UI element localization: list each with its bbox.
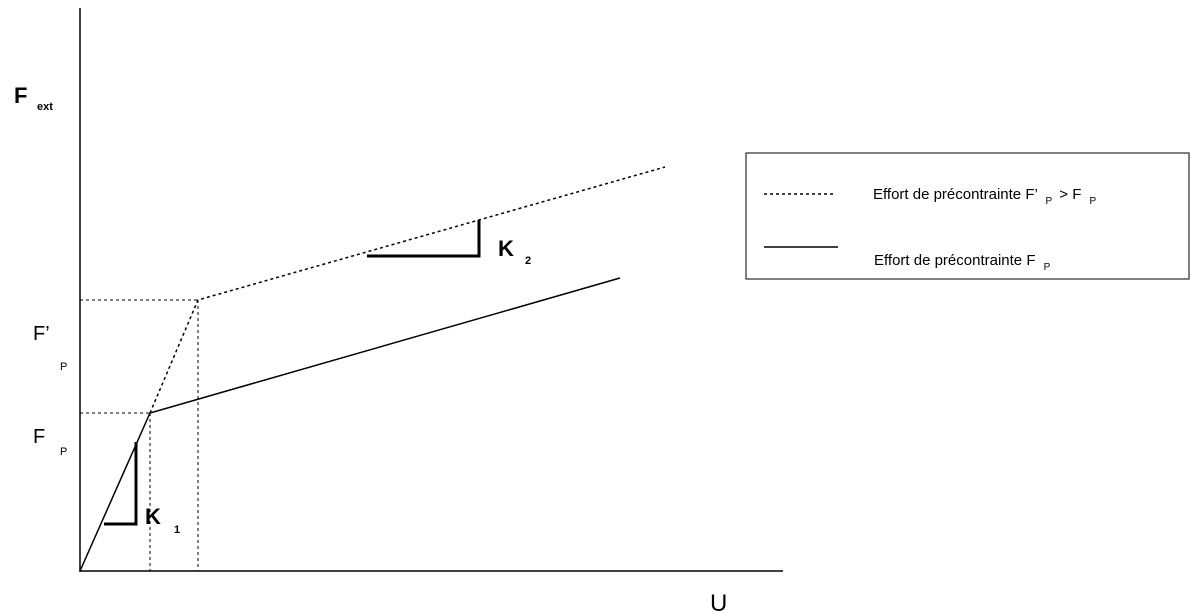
k2-label: K <box>498 236 514 261</box>
solid-curve-fp <box>79 277 621 572</box>
x-axis-label: U <box>710 590 727 613</box>
dotted-curve-fp-prime <box>149 166 666 414</box>
k1-slope-triangle <box>104 442 138 526</box>
fp-prime-label: F’ <box>33 323 50 345</box>
legend-dotted-sub2: P <box>1090 196 1097 207</box>
fp-prime-label-subscript: P <box>60 361 67 373</box>
k1-label: K <box>145 504 161 529</box>
k2-label-subscript: 2 <box>525 255 531 267</box>
legend-solid-text: Effort de précontrainte F P <box>874 252 1051 273</box>
y-axis-label: F <box>14 83 27 108</box>
legend-dotted-sub1: P <box>1045 196 1052 207</box>
legend-dotted-mid: > F <box>1059 186 1081 203</box>
legend: Effort de précontrainte F’ P > F P Effor… <box>745 152 1190 280</box>
k1-label-subscript: 1 <box>174 524 180 536</box>
legend-dotted-text: Effort de précontrainte F’ P > F P <box>873 186 1097 208</box>
fp-label-subscript: P <box>60 446 67 458</box>
fp-label: F <box>33 426 45 448</box>
legend-dotted-prefix: Effort de précontrainte F’ <box>873 186 1037 203</box>
y-axis-label-subscript: ext <box>37 101 53 113</box>
k2-slope-triangle <box>367 220 481 258</box>
legend-frame <box>745 152 1190 280</box>
legend-solid-sub: P <box>1044 262 1051 273</box>
legend-solid-prefix: Effort de précontrainte F <box>874 252 1035 269</box>
